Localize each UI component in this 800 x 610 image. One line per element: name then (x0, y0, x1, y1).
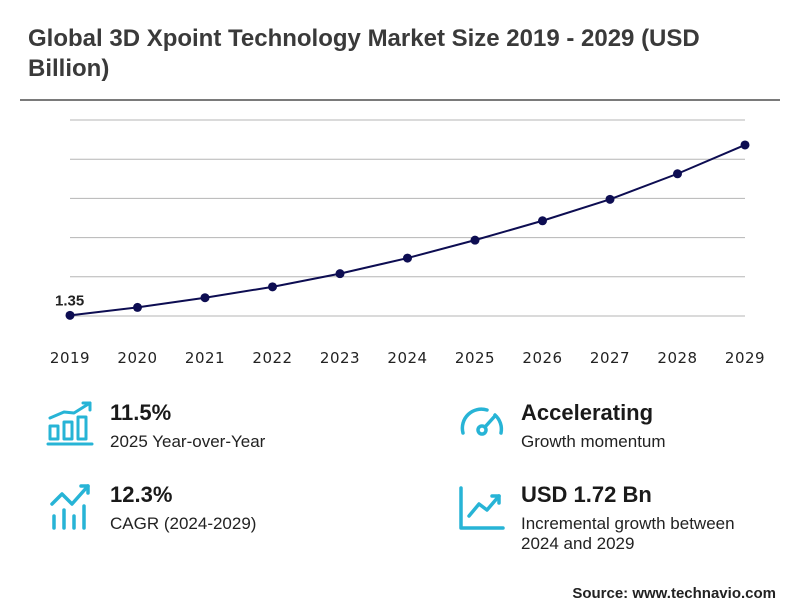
source-credit: Source: www.technavio.com (572, 585, 776, 602)
data-label-2019: 1.35 (55, 292, 84, 309)
x-tick-label: 2019 (50, 349, 90, 367)
x-tick-label: 2023 (320, 349, 360, 367)
stat-description: Incremental growth between 2024 and 2029 (521, 514, 735, 553)
x-tick-label: 2028 (657, 349, 697, 367)
x-tick-label: 2029 (725, 349, 765, 367)
title-divider (20, 99, 780, 101)
data-point-2020 (133, 302, 142, 312)
bar-chart-growth-icon (46, 401, 94, 446)
stat-description: Growth momentum (521, 432, 666, 451)
x-tick-label: 2026 (522, 349, 562, 367)
x-tick-label: 2025 (455, 349, 495, 367)
stat-value: Accelerating (521, 400, 654, 425)
chart-title: Global 3D Xpoint Technology Market Size … (28, 25, 700, 82)
data-labels: 1.35 (55, 292, 84, 309)
x-tick-label: 2020 (117, 349, 157, 367)
data-point-2028 (673, 169, 682, 179)
data-point-2022 (268, 282, 277, 292)
x-tick-label: 2021 (185, 349, 225, 367)
gridlines (70, 119, 745, 317)
data-point-2024 (403, 253, 412, 263)
x-tick-label: 2027 (590, 349, 630, 367)
series-line (69, 144, 746, 317)
x-tick-label: 2024 (387, 349, 427, 367)
speedometer-icon (460, 407, 504, 436)
growth-chart-icon (459, 486, 505, 530)
data-point-2025 (470, 235, 480, 245)
trend-bars-icon (50, 484, 90, 530)
data-point-2029 (740, 140, 750, 150)
data-point-2026 (538, 216, 547, 226)
data-point-2021 (200, 293, 210, 303)
stat-description: CAGR (2024-2029) (110, 514, 257, 533)
line-chart: 1.35 2019 2020 2021 2022 2023 2024 2025 2026 202… (50, 119, 765, 367)
stat-value: 11.5% (110, 400, 172, 425)
x-tick-label: 2022 (252, 349, 292, 367)
data-point-2019 (65, 310, 75, 320)
data-point-2027 (605, 194, 615, 204)
data-points (65, 140, 750, 320)
x-axis-ticks: 2019 2020 2021 2022 2023 2024 2025 2026 2027 2028… (50, 349, 765, 367)
stat-value: 12.3% (110, 482, 173, 507)
stat-value: USD 1.72 Bn (521, 482, 652, 507)
data-point-2023 (335, 269, 345, 279)
stat-description: 2025 Year-over-Year (110, 432, 266, 451)
